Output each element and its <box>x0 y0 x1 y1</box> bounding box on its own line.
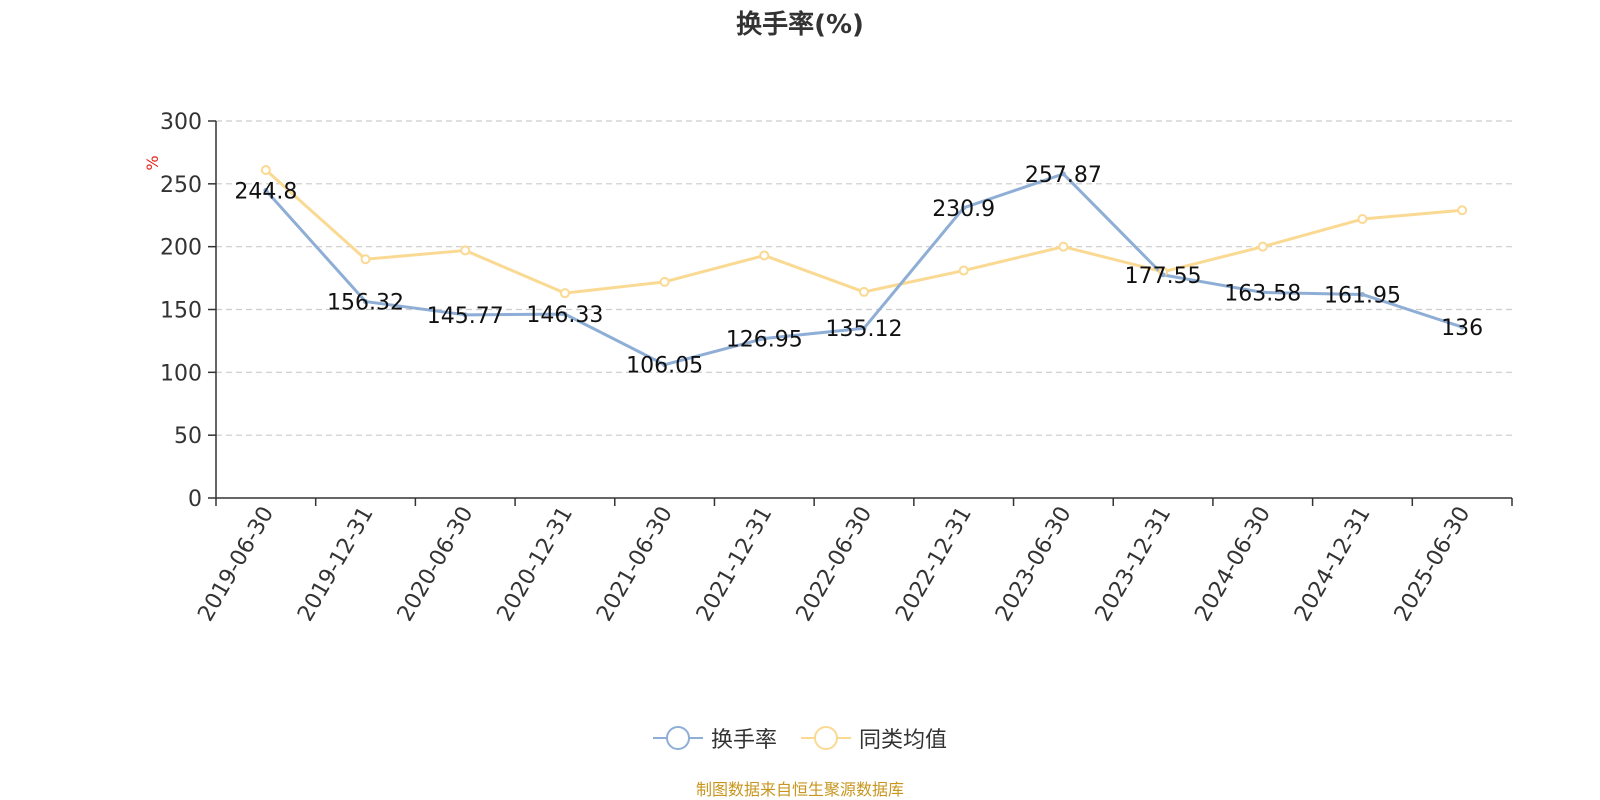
x-tick-label: 2020-12-31 <box>493 503 579 626</box>
data-label-turnover: 136 <box>1441 316 1483 341</box>
data-point-peer-average <box>958 265 969 276</box>
data-label-turnover: 135.12 <box>826 317 903 342</box>
data-label-turnover: 106.05 <box>626 354 703 379</box>
data-label-turnover: 156.32 <box>327 291 404 316</box>
data-point-peer-average <box>559 288 570 299</box>
x-tick-label: 2023-06-30 <box>991 503 1077 626</box>
data-point-peer-average <box>260 165 271 176</box>
data-point-turnover <box>263 187 269 193</box>
data-point-turnover <box>961 205 967 211</box>
data-label-turnover: 163.58 <box>1224 281 1301 306</box>
x-tick-label: 2024-12-31 <box>1290 503 1376 626</box>
data-label-turnover: 161.95 <box>1324 283 1401 308</box>
x-tick-label: 2023-12-31 <box>1091 503 1177 626</box>
legend-item-peer-average[interactable]: 同类均值 <box>801 722 947 754</box>
x-tick-label: 2020-06-30 <box>393 503 479 626</box>
data-point-turnover <box>1160 272 1166 278</box>
source-note: 制图数据来自恒生聚源数据库 <box>695 780 904 799</box>
y-tick-label: 0 <box>188 487 202 512</box>
data-point-peer-average <box>460 245 471 256</box>
data-label-turnover: 244.8 <box>234 179 297 204</box>
y-tick-label: 50 <box>174 424 202 449</box>
legend-label-peer-average: 同类均值 <box>859 728 948 753</box>
series-line-peer-average <box>264 168 1463 295</box>
data-point-turnover <box>1260 289 1266 295</box>
chart-title: 换手率(%) <box>736 10 864 40</box>
data-label-turnover: 145.77 <box>427 304 504 329</box>
legend-marker-turnover <box>652 725 703 751</box>
x-tick-label: 2019-12-31 <box>293 503 379 626</box>
y-tick-label: 200 <box>160 236 202 261</box>
y-axis-unit-label: % <box>143 155 162 170</box>
data-label-turnover: 146.33 <box>526 303 603 328</box>
y-tick-label: 100 <box>160 361 202 386</box>
x-tick-label: 2019-06-30 <box>193 503 279 626</box>
data-label-turnover: 230.9 <box>932 197 995 222</box>
data-point-peer-average <box>659 276 670 287</box>
data-label-turnover: 257.87 <box>1025 163 1102 188</box>
data-point-turnover <box>1459 324 1465 330</box>
legend-label-turnover: 换手率 <box>710 728 777 753</box>
x-tick-label: 2022-12-31 <box>891 503 977 626</box>
data-label-turnover: 177.55 <box>1125 264 1202 289</box>
data-point-peer-average <box>1058 241 1069 252</box>
data-point-turnover <box>1060 171 1066 177</box>
data-point-peer-average <box>1457 205 1468 216</box>
x-tick-label: 2025-06-30 <box>1390 503 1476 626</box>
data-point-turnover <box>861 325 867 331</box>
legend-item-turnover[interactable]: 换手率 <box>652 722 777 754</box>
legend-marker-peer-average <box>801 725 851 751</box>
y-tick-label: 150 <box>160 299 202 324</box>
data-point-turnover <box>363 299 369 305</box>
data-point-turnover <box>761 335 767 341</box>
data-point-turnover <box>662 362 668 368</box>
y-tick-label: 250 <box>160 173 202 198</box>
y-tick-label: 300 <box>160 110 202 135</box>
x-tick-label: 2024-06-30 <box>1190 503 1276 626</box>
data-label-turnover: 126.95 <box>726 327 803 352</box>
data-point-peer-average <box>360 254 371 265</box>
data-point-turnover <box>462 312 468 318</box>
data-point-turnover <box>1359 291 1365 297</box>
legend: 换手率 同类均值 <box>0 722 1600 754</box>
data-point-turnover <box>562 311 568 317</box>
data-point-peer-average <box>759 250 770 261</box>
x-tick-label: 2022-06-30 <box>792 503 878 626</box>
data-point-peer-average <box>1257 241 1268 252</box>
x-tick-label: 2021-12-31 <box>692 503 778 626</box>
data-point-peer-average <box>1357 214 1368 225</box>
x-tick-label: 2021-06-30 <box>592 503 678 626</box>
data-point-peer-average <box>859 286 869 297</box>
